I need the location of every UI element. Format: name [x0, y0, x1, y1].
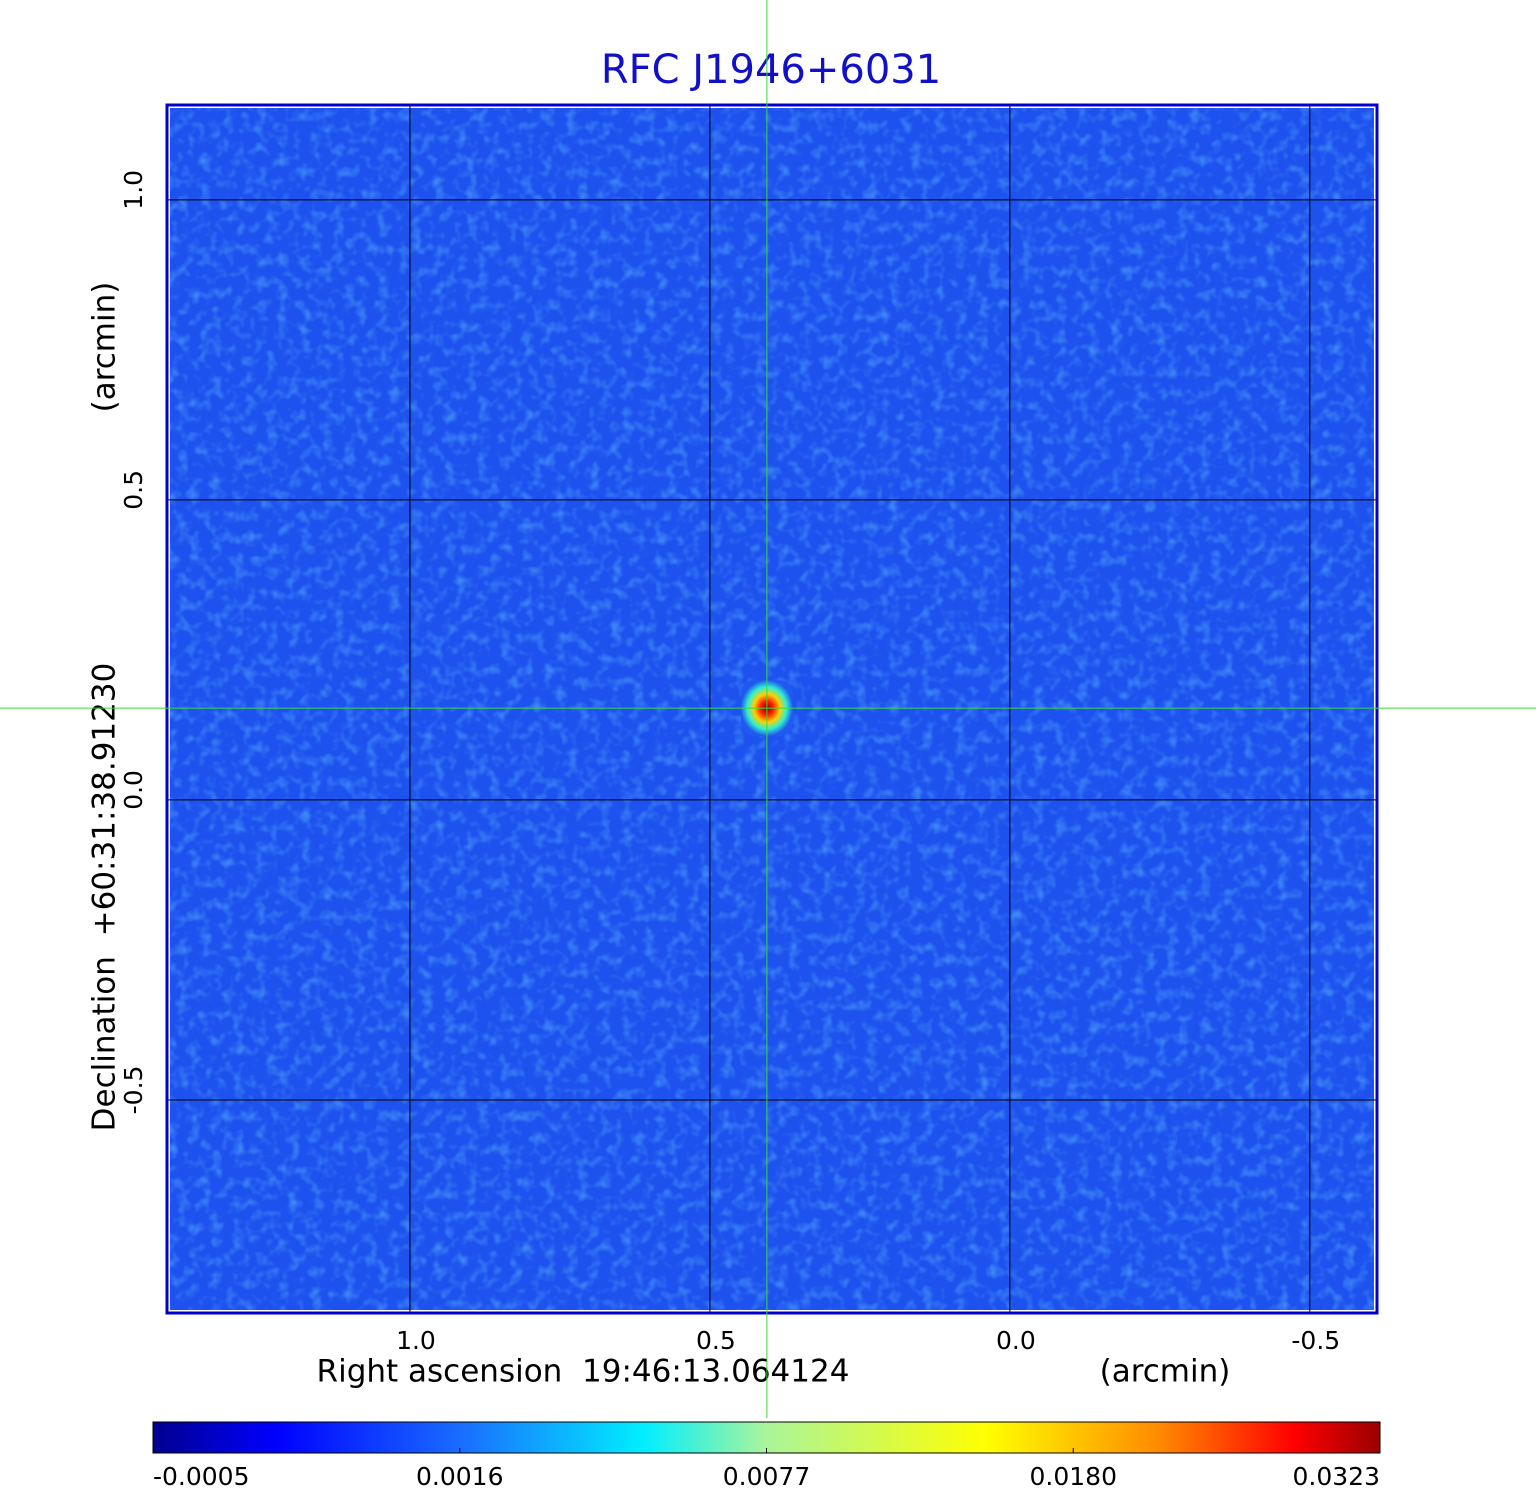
colorbar-tick-label: 0.0077	[723, 1462, 810, 1491]
x-axis-unit: (arcmin)	[1100, 1354, 1231, 1390]
y-tick-label: 1.0	[119, 170, 148, 210]
y-tick-label: -0.5	[119, 1066, 148, 1115]
y-tick-label: 0.0	[119, 770, 148, 810]
chart-title: RFC J1946+6031	[601, 47, 941, 93]
x-tick-label: 1.0	[396, 1326, 436, 1355]
x-tick-label: 0.5	[696, 1326, 736, 1355]
frame	[165, 103, 1379, 1315]
colorbar-tick-label: 0.0016	[416, 1462, 503, 1491]
x-tick-label: 0.0	[996, 1326, 1036, 1355]
y-tick-label: 0.5	[119, 470, 148, 510]
y-axis-unit: (arcmin)	[87, 282, 123, 413]
colorbar-tick-label: -0.0005	[153, 1462, 250, 1491]
x-tick-label: -0.5	[1291, 1326, 1340, 1355]
colorbar-tick-label: 0.0323	[1293, 1462, 1380, 1491]
y-axis-label: Declination +60:31:38.91230	[87, 663, 123, 1132]
colorbar-tick-label: 0.0180	[1030, 1462, 1117, 1491]
x-axis-label: Right ascension 19:46:13.064124	[317, 1354, 850, 1390]
colorbar	[152, 1421, 1381, 1454]
